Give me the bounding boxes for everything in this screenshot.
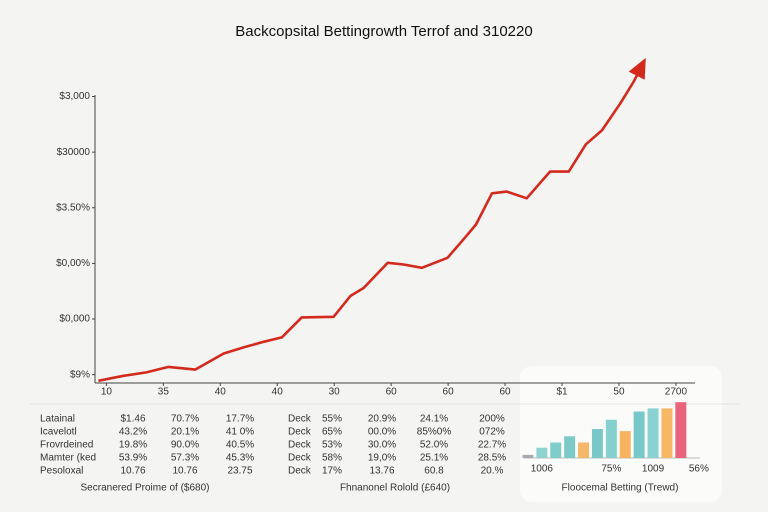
cell: 25.1% bbox=[420, 453, 448, 464]
cell: 24.1% bbox=[420, 414, 448, 425]
row-label: Deck bbox=[288, 453, 312, 464]
cell: 19,0% bbox=[368, 453, 396, 464]
bar bbox=[661, 408, 673, 458]
mini-title: Floocemal Betting (Trewd) bbox=[562, 483, 679, 494]
cell: 52.0% bbox=[420, 440, 448, 451]
y-tick-label: $30000 bbox=[57, 147, 91, 158]
table-caption: Fhnanonel Rolold (£640) bbox=[340, 483, 450, 494]
cell: 53.9% bbox=[119, 453, 147, 464]
y-tick-label: $9% bbox=[70, 369, 90, 380]
row-label: Latainal bbox=[40, 414, 75, 425]
x-tick-label: 50 bbox=[613, 387, 625, 398]
line-series bbox=[98, 60, 646, 383]
bar bbox=[564, 436, 576, 458]
bar bbox=[633, 411, 645, 458]
cell: 53% bbox=[322, 440, 342, 451]
cell: 23.75 bbox=[227, 466, 252, 477]
bar bbox=[619, 431, 631, 458]
cell: $1.46 bbox=[120, 414, 145, 425]
bar bbox=[578, 442, 590, 458]
cell: 30.0% bbox=[368, 440, 396, 451]
cell: 20.9% bbox=[368, 414, 396, 425]
x-tick-label: 56% bbox=[689, 464, 709, 475]
x-tick-label: $1 bbox=[556, 387, 568, 398]
cell: 45.3% bbox=[226, 453, 254, 464]
y-tick-label: $0,00% bbox=[56, 258, 90, 269]
cell: 20.% bbox=[481, 466, 504, 477]
cell: 00.0% bbox=[368, 427, 396, 438]
x-tick-label: 2700 bbox=[665, 387, 688, 398]
x-tick-label: 60 bbox=[443, 387, 455, 398]
cell: 40.5% bbox=[226, 440, 254, 451]
cell: 17.7% bbox=[226, 414, 254, 425]
cell: 70.7% bbox=[171, 414, 199, 425]
cell: 65% bbox=[322, 427, 342, 438]
row-label: Pesoloxal bbox=[40, 466, 83, 477]
cell: 20.1% bbox=[171, 427, 199, 438]
x-tick-label: 10 bbox=[101, 387, 113, 398]
bar bbox=[647, 408, 659, 458]
cell: 60.8 bbox=[424, 466, 444, 477]
bar bbox=[522, 454, 534, 458]
x-tick-label: 1009 bbox=[642, 464, 665, 475]
x-tick-label: 35 bbox=[158, 387, 170, 398]
row-label: Deck bbox=[288, 414, 312, 425]
x-tick-label: 60 bbox=[499, 387, 511, 398]
cell: 43.2% bbox=[119, 427, 147, 438]
cell: 10.76 bbox=[120, 466, 145, 477]
cell: 57.3% bbox=[171, 453, 199, 464]
bar bbox=[605, 419, 617, 458]
table-caption: Secranered Proime of ($680) bbox=[81, 483, 210, 494]
cell: 13.76 bbox=[369, 466, 394, 477]
row-label: Icavelotl bbox=[40, 427, 77, 438]
arrow-head bbox=[628, 57, 646, 80]
cell: 85%0% bbox=[417, 427, 452, 438]
cell: 19.8% bbox=[119, 440, 147, 451]
y-tick-label: $3.50% bbox=[56, 202, 90, 213]
cell: 200% bbox=[479, 414, 505, 425]
bar bbox=[550, 442, 562, 458]
x-tick-label: 40 bbox=[215, 387, 227, 398]
cell: 10.76 bbox=[172, 466, 197, 477]
x-tick-label: 75% bbox=[601, 464, 621, 475]
bar bbox=[675, 402, 687, 458]
cell: 22.7% bbox=[478, 440, 506, 451]
bar bbox=[591, 429, 603, 458]
cell: 41 0% bbox=[226, 427, 254, 438]
cell: 28.5% bbox=[478, 453, 506, 464]
x-tick-label: 40 bbox=[272, 387, 284, 398]
row-label: Deck bbox=[288, 466, 312, 477]
y-tick-label: $3,000 bbox=[59, 91, 90, 102]
row-label: Deck bbox=[288, 440, 312, 451]
cell: 17% bbox=[322, 466, 342, 477]
x-tick-label: 30 bbox=[329, 387, 341, 398]
y-tick-label: $0,000 bbox=[59, 314, 90, 325]
row-label: Frovrdeined bbox=[40, 440, 93, 451]
bar bbox=[536, 447, 548, 458]
x-tick-label: 1006 bbox=[531, 464, 554, 475]
cell: 58% bbox=[322, 453, 342, 464]
row-label: Deck bbox=[288, 427, 312, 438]
cell: 55% bbox=[322, 414, 342, 425]
chart-title: Backcopsital Bettingrowth Terrof and 310… bbox=[235, 23, 532, 40]
row-label: Mamter (ked bbox=[40, 453, 96, 464]
cell: 90.0% bbox=[171, 440, 199, 451]
x-tick-label: 60 bbox=[386, 387, 398, 398]
cell: 072% bbox=[479, 427, 505, 438]
